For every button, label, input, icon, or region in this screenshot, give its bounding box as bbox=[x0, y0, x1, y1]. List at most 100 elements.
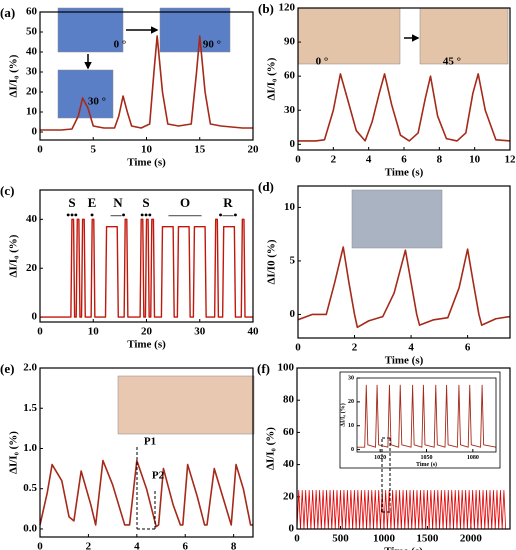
plot-frame bbox=[297, 185, 511, 339]
x-tick-label: 8 bbox=[231, 540, 237, 550]
y-tick-label: 1.5 bbox=[23, 402, 37, 414]
y-axis-label: ΔI/I₀ (%) bbox=[8, 431, 20, 474]
y-tick-label: 90 bbox=[284, 36, 296, 48]
y-tick-label: 0 bbox=[289, 523, 295, 535]
plot-frame bbox=[356, 377, 497, 453]
y-tick-label: 50 bbox=[26, 26, 38, 38]
plot-frame bbox=[39, 367, 254, 538]
annotation: P1 bbox=[144, 436, 156, 448]
x-tick-label: 1050 bbox=[421, 455, 433, 461]
x-tick-label: 12 bbox=[505, 153, 516, 165]
x-tick-label: 6 bbox=[465, 341, 471, 353]
annotation: N bbox=[113, 195, 123, 210]
x-tick-label: 1080 bbox=[467, 455, 479, 461]
y-tick-label: 20 bbox=[283, 490, 295, 502]
inset-frame bbox=[339, 371, 501, 469]
y-tick-label: 120 bbox=[279, 2, 296, 14]
x-tick-label: 2 bbox=[352, 341, 358, 353]
y-tick-label: 0 bbox=[32, 311, 38, 323]
y-tick-label: 10 bbox=[26, 106, 38, 118]
x-tick-label: 8 bbox=[437, 153, 443, 165]
x-tick-label: 0 bbox=[295, 153, 301, 165]
y-tick-label: 80 bbox=[283, 394, 295, 406]
x-tick-label: 500 bbox=[332, 532, 349, 544]
y-tick-label: 40 bbox=[26, 213, 38, 225]
annotation: 30 ° bbox=[88, 96, 106, 108]
photo bbox=[351, 189, 443, 249]
annotation: 0 ° bbox=[316, 56, 329, 68]
annotation: E bbox=[88, 195, 97, 210]
y-axis-label: ΔI/I₀ (%) bbox=[8, 234, 20, 277]
y-axis-label: ΔI/I₀ (%) bbox=[266, 57, 278, 100]
y-tick-label: 0 bbox=[32, 126, 38, 138]
data-line bbox=[298, 73, 511, 142]
photo bbox=[57, 69, 114, 119]
x-tick-label: 20 bbox=[141, 325, 153, 337]
y-tick-label: 20 bbox=[26, 86, 38, 98]
y-tick-label: 1.0 bbox=[23, 442, 37, 454]
y-tick-label: 0 bbox=[351, 447, 354, 453]
y-tick-label: 2.0 bbox=[23, 362, 37, 374]
data-line bbox=[296, 489, 507, 530]
x-tick-label: 1000 bbox=[373, 532, 396, 544]
y-tick-label: 0 bbox=[290, 138, 296, 150]
x-tick-label: 10 bbox=[88, 325, 100, 337]
data-line bbox=[40, 35, 253, 131]
photo bbox=[419, 7, 509, 65]
x-tick-label: 2 bbox=[86, 540, 92, 550]
x-tick-label: 4 bbox=[366, 153, 372, 165]
y-tick-label: 100 bbox=[278, 362, 295, 374]
annotation: R bbox=[223, 195, 233, 210]
x-tick-label: 0 bbox=[37, 325, 43, 337]
x-tick-label: 2 bbox=[331, 153, 337, 165]
x-tick-label: 40 bbox=[248, 325, 260, 337]
panel-label: (b) bbox=[258, 1, 274, 16]
annotation: ——— bbox=[168, 210, 203, 222]
y-tick-label: 60 bbox=[26, 6, 38, 18]
photo bbox=[117, 375, 255, 435]
y-tick-label: 40 bbox=[26, 46, 38, 58]
data-line bbox=[40, 218, 253, 318]
x-tick-label: 6 bbox=[182, 540, 188, 550]
x-tick-label: 0 bbox=[295, 341, 301, 353]
x-tick-label: 20 bbox=[248, 143, 260, 155]
x-tick-label: 1020 bbox=[374, 455, 386, 461]
x-tick-label: 30 bbox=[194, 325, 206, 337]
x-tick-label: 0 bbox=[37, 540, 43, 550]
panel-label: (a) bbox=[0, 5, 15, 20]
x-axis-label: Time (s) bbox=[416, 461, 437, 468]
x-tick-label: 6 bbox=[401, 153, 407, 165]
y-axis-label: ΔI/I0 (%) bbox=[266, 239, 278, 284]
y-tick-label: 60 bbox=[284, 70, 296, 82]
panel: 0 2 4 6 0 5 10 Time (s) ΔI/I0 (%) (d) bbox=[258, 179, 511, 367]
panel-label: (c) bbox=[0, 183, 14, 198]
x-axis-label: Time (s) bbox=[127, 157, 166, 169]
annotation: ••• bbox=[66, 210, 78, 222]
plot-frame bbox=[297, 7, 511, 151]
x-axis-label: Time (s) bbox=[385, 167, 424, 179]
y-tick-label: 30 bbox=[284, 104, 296, 116]
data-line bbox=[39, 459, 253, 528]
photo bbox=[57, 7, 124, 53]
y-tick-label: 60 bbox=[283, 426, 295, 438]
x-tick-label: 1500 bbox=[416, 532, 439, 544]
annotation: S bbox=[68, 195, 75, 210]
annotation: P2 bbox=[152, 470, 165, 482]
x-tick-label: 10 bbox=[469, 153, 481, 165]
panel: 0 5 10 15 20 0 10 20 30 40 50 60 Time (s) ΔI/I₀ (%) (a… bbox=[0, 5, 259, 169]
annotation: O bbox=[180, 195, 190, 210]
y-tick-label: 30 bbox=[26, 66, 38, 78]
y-axis-label: ΔI/I₀ (%) bbox=[8, 54, 20, 97]
plot-frame bbox=[39, 11, 254, 141]
photo bbox=[297, 7, 401, 65]
data-line bbox=[297, 246, 511, 329]
panel-label: (e) bbox=[0, 361, 14, 376]
panel-label: (f) bbox=[257, 361, 270, 376]
x-tick-label: 4 bbox=[134, 540, 140, 550]
x-tick-label: 0 bbox=[37, 143, 43, 155]
x-tick-label: 10 bbox=[141, 143, 153, 155]
